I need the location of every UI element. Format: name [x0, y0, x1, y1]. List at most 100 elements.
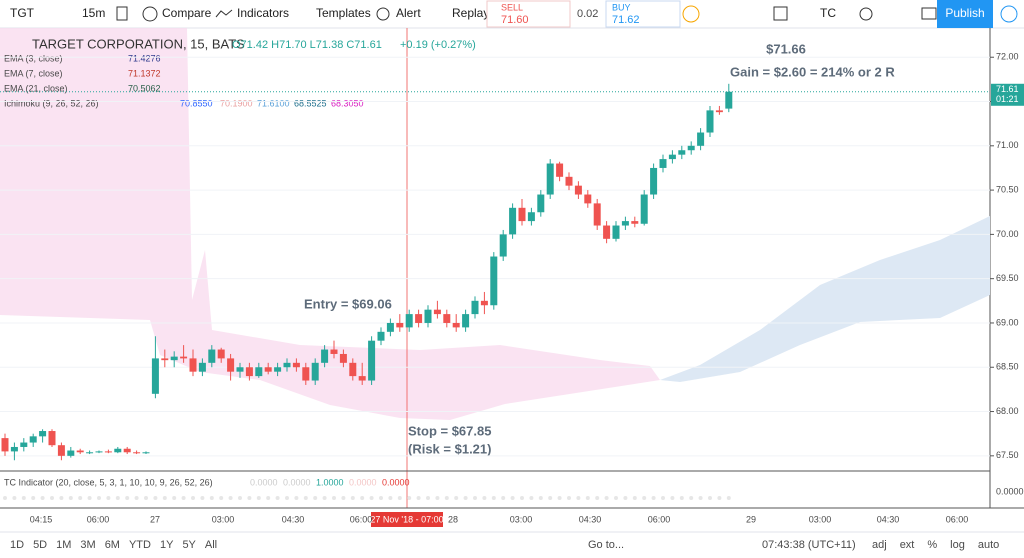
scale-option[interactable]: log	[950, 539, 965, 551]
candle-body	[640, 194, 648, 224]
last-price-label: 71.61	[996, 84, 1019, 94]
tc-dot	[567, 496, 571, 500]
range-button[interactable]: 1Y	[160, 539, 174, 551]
tc-dot	[661, 496, 665, 500]
candle-body	[527, 212, 535, 222]
tc-dot	[360, 496, 365, 500]
chart-type-icon[interactable]	[116, 6, 128, 21]
tc-dot	[144, 496, 148, 500]
last-price-box	[991, 83, 1024, 106]
scale-option[interactable]: ext	[900, 539, 915, 551]
indicators[interactable]: Indicators	[237, 6, 289, 20]
symbol[interactable]: TGT	[10, 6, 35, 20]
candle-body	[133, 452, 141, 454]
buy-button[interactable]	[605, 0, 681, 28]
snapshot-icon[interactable]	[921, 7, 937, 20]
range-button[interactable]: All	[205, 539, 217, 551]
x-tick-label: 04:30	[579, 514, 602, 524]
indicator-value: 70.5062	[128, 83, 161, 93]
tc-dot	[106, 496, 111, 500]
tc-dot	[68, 496, 73, 500]
compare-icon[interactable]	[142, 6, 158, 22]
play-icon[interactable]	[1000, 5, 1018, 23]
tc-dot	[614, 496, 618, 500]
alert[interactable]: Alert	[396, 6, 421, 20]
tc-dot	[708, 496, 712, 500]
candle-body	[29, 436, 37, 443]
templates[interactable]: Templates	[316, 6, 371, 20]
layout-name[interactable]: TC	[820, 6, 836, 20]
tc-dot	[59, 496, 64, 500]
candle-body	[39, 431, 47, 437]
range-button[interactable]: YTD	[129, 539, 151, 551]
tc-dot	[576, 496, 581, 500]
candle-body	[612, 225, 620, 239]
x-tick-label: 06:00	[87, 514, 110, 524]
range-button[interactable]: 6M	[105, 539, 120, 551]
candle-body	[245, 367, 253, 377]
candle-body	[631, 221, 639, 224]
ichimoku-cloud-bearish	[0, 28, 660, 420]
candle-body	[104, 451, 112, 453]
info-icon[interactable]	[682, 5, 700, 23]
tc-dot	[491, 496, 496, 500]
y-tick-label: 68.00	[996, 406, 1019, 416]
candle-body	[349, 362, 357, 377]
range-button[interactable]: 1D	[10, 539, 24, 551]
tc-dot	[520, 496, 524, 500]
candle-body	[86, 452, 94, 454]
candle-body	[603, 225, 611, 239]
publish-button[interactable]	[937, 0, 993, 28]
tc-dot	[238, 496, 242, 500]
symbol-title: TARGET CORPORATION, 15, BATS	[32, 36, 245, 51]
sell-price: 71.60	[501, 14, 529, 26]
replay[interactable]: Replay	[452, 6, 489, 20]
y-tick-label: 67.50	[996, 450, 1019, 460]
tc-dot	[501, 496, 506, 500]
indicator-name: EMA (21, close)	[4, 83, 68, 93]
compare[interactable]: Compare	[162, 6, 212, 20]
tc-dot	[21, 496, 26, 500]
tc-dot	[3, 496, 7, 500]
range-button[interactable]: 5D	[33, 539, 47, 551]
tc-dot	[209, 496, 214, 500]
tc-dot	[172, 496, 177, 500]
scale-option[interactable]: auto	[978, 539, 999, 551]
tc-dot	[426, 496, 430, 500]
tc-dot	[416, 496, 421, 500]
y-tick-label: 71.00	[996, 140, 1019, 150]
x-tick-label: 06:00	[648, 514, 671, 524]
tc-value: 0.0000	[250, 477, 278, 487]
tc-dot	[679, 496, 684, 500]
alert-icon[interactable]	[376, 7, 390, 21]
candle-body	[386, 322, 394, 332]
range-button[interactable]: 5Y	[182, 539, 196, 551]
goto[interactable]: Go to...	[588, 539, 624, 551]
range-button[interactable]: 3M	[80, 539, 95, 551]
scale-option[interactable]: adj	[872, 539, 887, 551]
candle-body	[236, 367, 244, 372]
x-tick-label: 04:15	[30, 514, 53, 524]
select-icon[interactable]	[773, 6, 788, 21]
tc-dot	[87, 496, 92, 500]
stop-annotation: Stop = $67.85	[408, 423, 491, 438]
tc-dot	[689, 496, 694, 500]
candle-body	[20, 442, 28, 447]
candle-body	[48, 431, 56, 446]
candle-body	[452, 322, 460, 328]
interval[interactable]: 15m	[82, 6, 105, 20]
settings-icon[interactable]	[859, 7, 873, 21]
range-button[interactable]: 1M	[56, 539, 71, 551]
indicator-value: 71.4276	[128, 53, 161, 63]
candle-body	[499, 234, 507, 257]
tc-dot	[50, 496, 54, 500]
tc-dot	[388, 496, 393, 500]
tc-dot	[125, 496, 130, 500]
candle-body	[715, 110, 723, 113]
tc-dot	[435, 496, 440, 500]
scale-option[interactable]: %	[927, 539, 937, 551]
gain-annotation: Gain = $2.60 = 214% or 2 R	[730, 64, 895, 79]
sell-button[interactable]	[486, 0, 571, 28]
publish[interactable]: Publish	[945, 6, 984, 20]
indicators-icon[interactable]	[215, 9, 233, 18]
